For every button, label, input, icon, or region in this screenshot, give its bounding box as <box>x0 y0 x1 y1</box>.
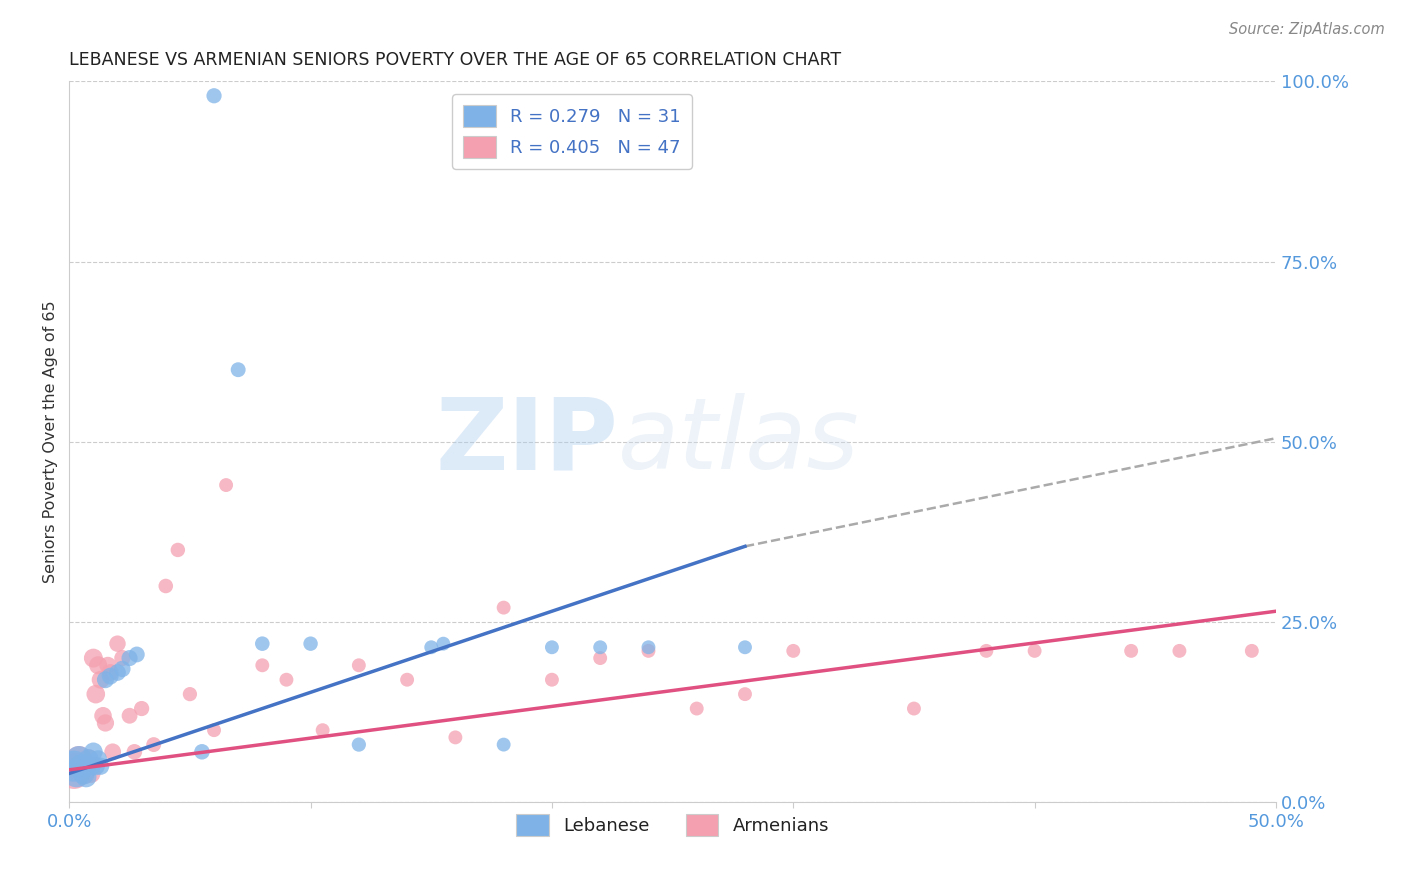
Point <box>75 759 97 773</box>
Point <box>63 759 86 773</box>
Point <box>82 651 104 665</box>
Point <box>124 745 146 759</box>
Point <box>347 738 370 752</box>
Point <box>101 745 124 759</box>
Text: LEBANESE VS ARMENIAN SENIORS POVERTY OVER THE AGE OF 65 CORRELATION CHART: LEBANESE VS ARMENIAN SENIORS POVERTY OVE… <box>69 51 841 69</box>
Point <box>903 701 925 715</box>
Point <box>87 658 110 673</box>
Point <box>77 752 100 766</box>
Legend: Lebanese, Armenians: Lebanese, Armenians <box>509 807 837 844</box>
Point <box>541 640 564 655</box>
Point <box>311 723 333 738</box>
Point <box>77 752 100 766</box>
Point <box>87 752 110 766</box>
Point <box>1024 644 1046 658</box>
Point <box>179 687 201 701</box>
Point <box>492 600 515 615</box>
Point <box>131 701 153 715</box>
Point <box>84 687 107 701</box>
Point <box>347 658 370 673</box>
Point <box>299 637 322 651</box>
Text: Source: ZipAtlas.com: Source: ZipAtlas.com <box>1229 22 1385 37</box>
Point <box>166 543 188 558</box>
Point <box>782 644 804 658</box>
Point <box>97 658 120 673</box>
Point <box>226 362 249 376</box>
Point <box>492 738 515 752</box>
Point <box>84 759 107 773</box>
Point <box>65 766 87 780</box>
Text: atlas: atlas <box>619 393 860 491</box>
Point <box>202 723 225 738</box>
Point <box>191 745 214 759</box>
Point <box>155 579 177 593</box>
Text: ZIP: ZIP <box>436 393 619 491</box>
Point <box>142 738 165 752</box>
Point <box>70 759 93 773</box>
Point <box>396 673 419 687</box>
Point <box>541 673 564 687</box>
Y-axis label: Seniors Poverty Over the Age of 65: Seniors Poverty Over the Age of 65 <box>44 301 58 583</box>
Point <box>98 665 121 680</box>
Point <box>67 752 90 766</box>
Point <box>686 701 709 715</box>
Point <box>734 640 756 655</box>
Point <box>215 478 238 492</box>
Point <box>589 651 612 665</box>
Point <box>80 759 103 773</box>
Point <box>734 687 756 701</box>
Point <box>118 708 141 723</box>
Point <box>75 770 97 784</box>
Point <box>637 640 659 655</box>
Point <box>637 644 659 658</box>
Point <box>67 752 90 766</box>
Point <box>82 745 104 759</box>
Point <box>420 640 443 655</box>
Point <box>589 640 612 655</box>
Point <box>252 637 274 651</box>
Point <box>94 716 117 731</box>
Point <box>118 651 141 665</box>
Point <box>90 759 112 773</box>
Point <box>1168 644 1191 658</box>
Point <box>976 644 998 658</box>
Point <box>63 766 86 780</box>
Point <box>444 731 467 745</box>
Point <box>90 673 112 687</box>
Point <box>70 759 93 773</box>
Point <box>202 88 225 103</box>
Point <box>107 665 129 680</box>
Point <box>94 673 117 687</box>
Point <box>107 637 129 651</box>
Point <box>91 708 114 723</box>
Point <box>252 658 274 673</box>
Point <box>73 766 96 780</box>
Point <box>73 766 96 780</box>
Point <box>1240 644 1263 658</box>
Point <box>111 651 134 665</box>
Point <box>65 759 87 773</box>
Point <box>98 669 121 683</box>
Point <box>276 673 298 687</box>
Point <box>432 637 454 651</box>
Point <box>125 648 148 662</box>
Point <box>111 662 134 676</box>
Point <box>1121 644 1143 658</box>
Point <box>80 766 103 780</box>
